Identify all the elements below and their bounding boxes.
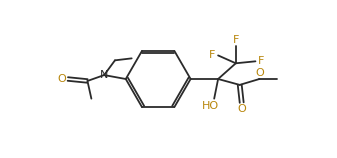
Text: N: N xyxy=(100,70,108,80)
Text: HO: HO xyxy=(202,100,219,111)
Text: O: O xyxy=(255,68,264,78)
Text: O: O xyxy=(237,104,246,114)
Text: F: F xyxy=(258,56,265,66)
Text: O: O xyxy=(58,74,66,84)
Text: F: F xyxy=(233,35,239,45)
Text: F: F xyxy=(209,50,215,60)
